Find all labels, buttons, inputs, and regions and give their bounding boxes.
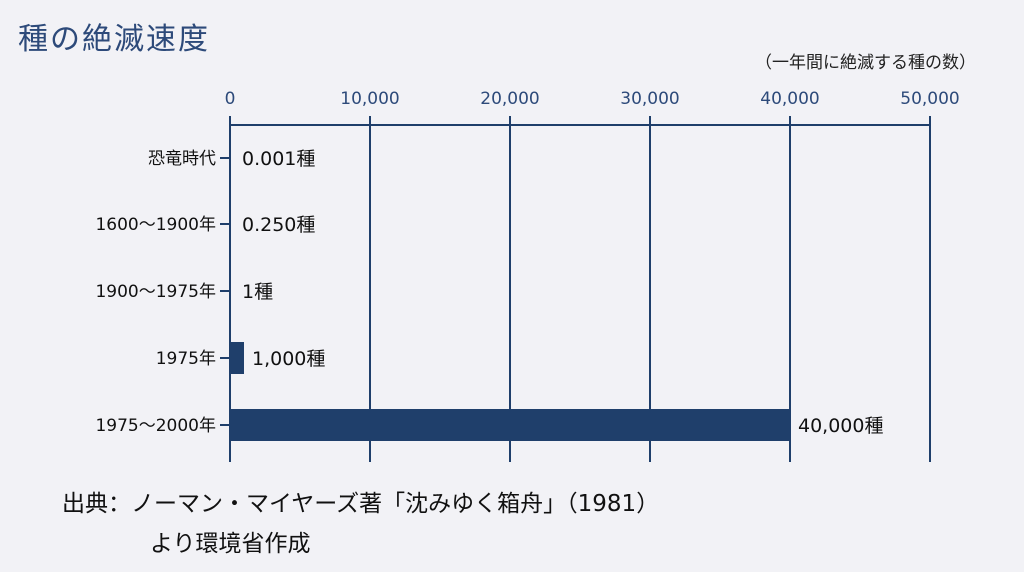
x-tick-label: 40,000 xyxy=(760,89,819,109)
data-label: 1種 xyxy=(242,281,273,303)
bar xyxy=(230,409,790,441)
axes xyxy=(220,124,930,462)
x-tick-label: 0 xyxy=(225,89,236,109)
category-label: 1600～1900年 xyxy=(95,215,216,235)
x-tick-label: 30,000 xyxy=(620,89,679,109)
category-label: 1975～2000年 xyxy=(95,416,216,436)
category-label: 1975年 xyxy=(156,349,216,369)
category-label: 1900～1975年 xyxy=(95,282,216,302)
category-label: 恐竜時代 xyxy=(148,149,216,169)
bar-chart: 0 10,000 20,000 30,000 40,000 50,000 恐竜時代 1600… xyxy=(95,89,960,462)
x-tick-label: 10,000 xyxy=(340,89,399,109)
data-label: 0.250種 xyxy=(242,214,315,236)
x-tick-labels: 0 10,000 20,000 30,000 40,000 50,000 xyxy=(225,89,960,109)
data-label: 0.001種 xyxy=(242,148,315,170)
data-label: 1,000種 xyxy=(252,348,325,370)
source-line-2: より環境省作成 xyxy=(150,531,311,557)
gridlines xyxy=(229,116,931,462)
bar xyxy=(230,342,244,374)
unit-note: （一年間に絶滅する種の数） xyxy=(755,53,976,73)
source-line-1: 出典：ノーマン・マイヤーズ著「沈みゆく箱舟」（1981） xyxy=(62,491,660,517)
data-labels: 0.001種 0.250種 1種 1,000種 40,000種 xyxy=(242,148,883,437)
data-label: 40,000種 xyxy=(798,415,883,437)
source-note: 出典：ノーマン・マイヤーズ著「沈みゆく箱舟」（1981） より環境省作成 xyxy=(62,484,659,564)
x-tick-label: 50,000 xyxy=(900,89,959,109)
bars xyxy=(230,142,790,441)
category-labels: 恐竜時代 1600～1900年 1900～1975年 1975年 1975～2000年 xyxy=(95,149,216,436)
chart-title: 種の絶滅速度 xyxy=(18,22,210,57)
x-tick-label: 20,000 xyxy=(480,89,539,109)
